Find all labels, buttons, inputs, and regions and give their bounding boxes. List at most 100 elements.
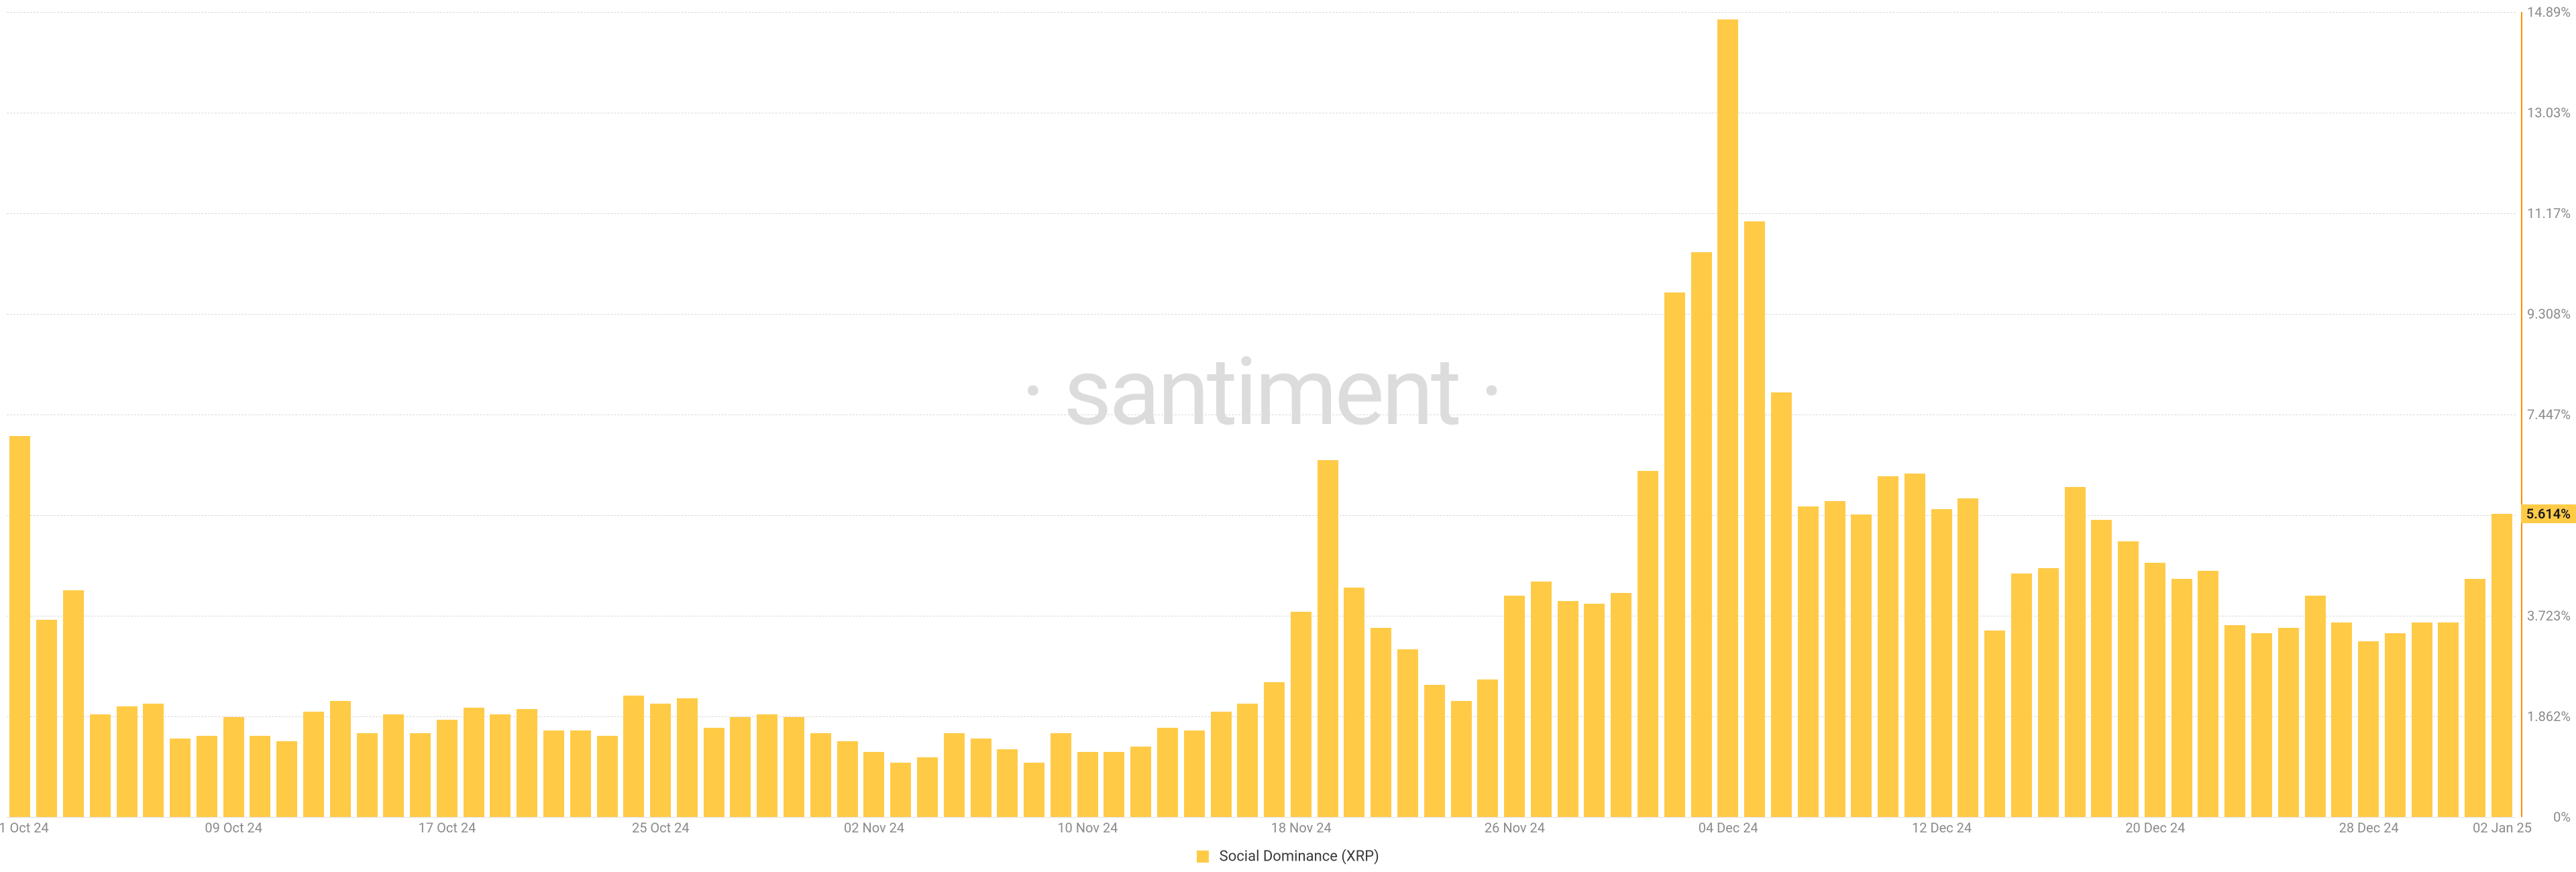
bar-slot [7, 12, 34, 817]
bar-slot [914, 12, 941, 817]
bar-slot [1368, 12, 1395, 817]
x-tick-label: 09 Oct 24 [205, 820, 262, 836]
bar-slot [647, 12, 674, 817]
bar-slot [2435, 12, 2462, 817]
bar-slot [674, 12, 701, 817]
bar [704, 728, 724, 817]
bar [1051, 733, 1071, 817]
x-tick-label: 17 Oct 24 [419, 820, 476, 836]
legend-swatch [1197, 851, 1209, 863]
bar [1851, 514, 1872, 817]
bar-slot [1208, 12, 1234, 817]
bar [1825, 501, 1845, 817]
bar [1077, 752, 1098, 817]
bar [650, 704, 671, 817]
bar-slot [861, 12, 888, 817]
bar-slot [301, 12, 327, 817]
bar-slot [781, 12, 808, 817]
bar-slot [1715, 12, 1741, 817]
bar [2412, 622, 2432, 817]
bar-slot [2222, 12, 2249, 817]
bar-slot [1448, 12, 1474, 817]
bar-slot [941, 12, 967, 817]
bar-slot [274, 12, 301, 817]
bar [1691, 252, 1712, 817]
bar-slot [2275, 12, 2302, 817]
bar [276, 741, 297, 817]
bar [223, 717, 244, 817]
x-tick-label: 02 Jan 25 [2473, 820, 2532, 836]
bar [2385, 633, 2406, 817]
bar [464, 708, 484, 817]
bar [2491, 514, 2512, 817]
bar [1798, 506, 1819, 817]
bar [117, 706, 138, 817]
bar [1531, 582, 1552, 817]
x-axis: 01 Oct 2409 Oct 2417 Oct 2425 Oct 2402 N… [7, 820, 2516, 840]
bar-slot [1047, 12, 1074, 817]
bar-slot [113, 12, 140, 817]
bar [2171, 579, 2192, 817]
bar [170, 739, 191, 817]
bar [757, 714, 777, 817]
bar [9, 436, 30, 817]
bar-slot [541, 12, 568, 817]
bar [1904, 474, 1925, 817]
bar [490, 714, 511, 817]
bar-slot [888, 12, 914, 817]
bar-slot [594, 12, 621, 817]
chart-container: · santiment · 0%1.862%3.723%7.447%9.308%… [0, 0, 2576, 872]
bar-slot [327, 12, 354, 817]
bar [1237, 704, 1258, 817]
bar-slot [2168, 12, 2195, 817]
bar [2118, 541, 2139, 817]
bar [971, 739, 991, 817]
legend: Social Dominance (XRP) [0, 848, 2576, 865]
bar-slot [1982, 12, 2008, 817]
bar [437, 720, 458, 817]
bar [1931, 509, 1952, 817]
plot-area: · santiment · [7, 12, 2516, 817]
bar-slot [1581, 12, 1608, 817]
x-tick-label: 04 Dec 24 [1699, 820, 1758, 836]
bar-slot [2302, 12, 2328, 817]
bar [303, 712, 324, 817]
bar [1371, 628, 1391, 817]
bar [1638, 471, 1658, 817]
bar-slot [2035, 12, 2061, 817]
bar [2358, 641, 2379, 817]
bar [2145, 563, 2165, 817]
bar [1878, 476, 1898, 817]
bar [2091, 520, 2112, 817]
bar [2198, 571, 2218, 817]
bar [543, 730, 564, 817]
bar [1584, 604, 1605, 817]
bar-slot [2328, 12, 2355, 817]
bar [1291, 612, 1311, 817]
y-tick-label: 14.89% [2527, 4, 2571, 20]
bar-slot [354, 12, 380, 817]
bar-slot [727, 12, 754, 817]
bar-slot [514, 12, 541, 817]
bar-slot [2115, 12, 2142, 817]
bar [2305, 596, 2326, 817]
bar [597, 736, 618, 817]
bar-slot [1688, 12, 1715, 817]
bar-slot [407, 12, 434, 817]
bar [1130, 747, 1151, 817]
y-axis: 0%1.862%3.723%7.447%9.308%11.17%13.03%14… [2522, 12, 2576, 817]
bar-slot [2142, 12, 2169, 817]
bar-slot [567, 12, 594, 817]
bar-slot [2408, 12, 2435, 817]
bar-slot [2249, 12, 2275, 817]
bar-slot [1101, 12, 1128, 817]
bar-slot [754, 12, 781, 817]
bar-slot [834, 12, 861, 817]
bar-slot [193, 12, 220, 817]
bar [357, 733, 378, 817]
bar [410, 733, 431, 817]
bar-slot [1128, 12, 1155, 817]
y-highlight-label: 5.614% [2521, 504, 2576, 523]
bar-slot [1421, 12, 1448, 817]
x-tick-label: 20 Dec 24 [2125, 820, 2185, 836]
